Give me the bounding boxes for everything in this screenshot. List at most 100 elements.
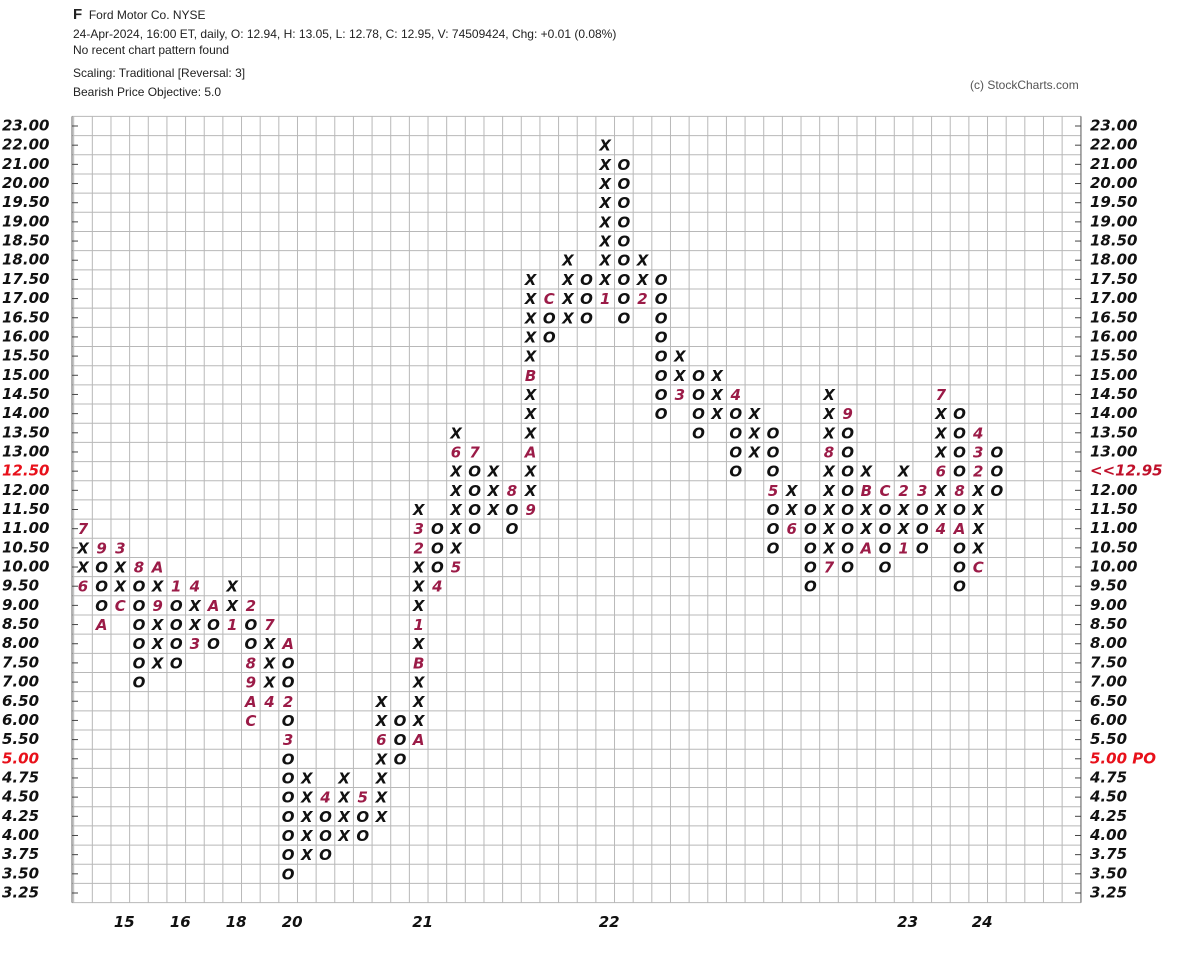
- x-tick-label: 21: [412, 913, 433, 931]
- pnf-box: X: [598, 271, 612, 289]
- pnf-box: X: [561, 252, 575, 270]
- y-tick-label: 5.00: [2, 749, 39, 767]
- pnf-box: 8: [134, 559, 144, 577]
- y2-tick-label: 6.50: [1090, 692, 1127, 710]
- pnf-box: 5: [451, 559, 461, 577]
- pnf-box: O: [95, 559, 108, 577]
- pnf-box: 7: [936, 386, 947, 404]
- pnf-box: X: [449, 463, 463, 481]
- pnf-box: O: [729, 405, 742, 423]
- pnf-box: O: [617, 252, 630, 270]
- pnf-box: O: [655, 290, 668, 308]
- pnf-box: X: [971, 501, 985, 519]
- pnf-box: X: [263, 635, 277, 653]
- pnf-box: O: [431, 559, 444, 577]
- pnf-box: 6: [936, 463, 946, 481]
- y-tick-label: 6.00: [2, 711, 39, 729]
- pnf-box: X: [598, 175, 612, 193]
- pnf-box: X: [188, 616, 202, 634]
- pnf-box: O: [953, 405, 966, 423]
- pnf-box: 7: [78, 520, 89, 538]
- pnf-box: O: [133, 674, 146, 692]
- pnf-box: O: [767, 539, 780, 557]
- pnf-box: O: [729, 424, 742, 442]
- pnf-box: B: [525, 367, 536, 385]
- pnf-box: X: [300, 808, 314, 826]
- y2-tick-label: 4.50: [1089, 788, 1127, 806]
- pnf-box: 2: [283, 693, 293, 711]
- y-tick-label: 5.50: [2, 730, 39, 748]
- pnf-box: X: [860, 501, 874, 519]
- y-tick-label: 20.00: [2, 174, 49, 192]
- pnf-box: O: [356, 827, 369, 845]
- pnf-box: X: [860, 520, 874, 538]
- pnf-box: X: [449, 520, 463, 538]
- pnf-box: X: [188, 597, 202, 615]
- pnf-box: X: [375, 769, 389, 787]
- y-tick-label: 4.50: [1, 788, 39, 806]
- pnf-box: O: [356, 808, 369, 826]
- y-tick-label: 13.00: [2, 442, 49, 460]
- pnf-box: X: [710, 367, 724, 385]
- pnf-box: X: [971, 482, 985, 500]
- pnf-box: O: [841, 539, 854, 557]
- pnf-box: X: [487, 501, 501, 519]
- pnf-box: 1: [171, 578, 181, 596]
- pnf-box: O: [468, 520, 481, 538]
- y-tick-label: 16.50: [2, 308, 49, 326]
- pnf-box: A: [412, 731, 425, 749]
- y2-tick-label: 3.25: [1090, 884, 1127, 902]
- y2-tick-label: 22.00: [1090, 136, 1137, 154]
- pnf-box: O: [767, 463, 780, 481]
- pnf-box: O: [319, 827, 332, 845]
- y2-tick-label: 11.50: [1090, 500, 1137, 518]
- pnf-box: O: [468, 501, 481, 519]
- pnf-box: O: [282, 769, 295, 787]
- pnf-box: O: [953, 501, 966, 519]
- pnf-box: X: [114, 578, 128, 596]
- pnf-box: X: [822, 482, 836, 500]
- y2-tick-label: 15.50: [1090, 347, 1137, 365]
- pnf-box: O: [282, 674, 295, 692]
- pnf-box: X: [822, 539, 836, 557]
- pnf-box: O: [916, 520, 929, 538]
- pnf-box: A: [244, 693, 257, 711]
- y2-tick-label: 17.50: [1090, 270, 1137, 288]
- y2-tick-label: 17.00: [1090, 289, 1137, 307]
- pnf-box: O: [244, 635, 257, 653]
- pnf-box: X: [225, 597, 239, 615]
- pnf-box: O: [655, 405, 668, 423]
- pnf-box: O: [767, 424, 780, 442]
- pnf-box: X: [524, 328, 538, 346]
- pnf-box: X: [561, 309, 575, 327]
- y-tick-label: 19.50: [2, 193, 49, 211]
- y-tick-label: 12.50: [2, 462, 49, 480]
- pnf-box: X: [971, 520, 985, 538]
- pnf-box: O: [841, 443, 854, 461]
- pnf-box: X: [76, 559, 90, 577]
- pnf-box: O: [580, 290, 593, 308]
- y-tick-label: 4.00: [1, 826, 39, 844]
- pnf-box: O: [394, 731, 407, 749]
- pnf-box: X: [710, 386, 724, 404]
- pnf-box: O: [207, 635, 220, 653]
- pnf-box: O: [95, 597, 108, 615]
- pnf-box: C: [879, 482, 890, 500]
- pnf-box: A: [281, 635, 294, 653]
- pnf-box: O: [655, 367, 668, 385]
- y-tick-label: 11.00: [2, 519, 49, 537]
- y-tick-label: 14.50: [2, 385, 49, 403]
- pnf-box: X: [375, 693, 389, 711]
- pnf-box: O: [767, 443, 780, 461]
- x-tick-label: 20: [282, 913, 303, 931]
- pnf-box: 6: [451, 443, 461, 461]
- pnf-box: 4: [972, 424, 983, 442]
- pnf-box: X: [487, 463, 501, 481]
- pnf-box: O: [655, 348, 668, 366]
- pnf-box: A: [95, 616, 108, 634]
- pnf-box: O: [617, 271, 630, 289]
- y-tick-label: 3.75: [2, 845, 39, 863]
- pnf-box: O: [133, 635, 146, 653]
- pnf-box: X: [561, 290, 575, 308]
- pnf-box: O: [916, 501, 929, 519]
